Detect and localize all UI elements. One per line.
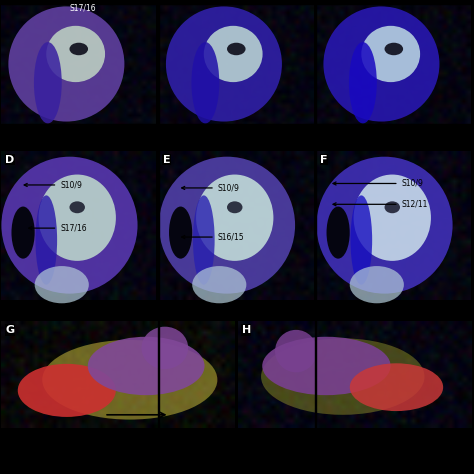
Bar <box>157 0 159 474</box>
Ellipse shape <box>46 26 105 82</box>
Text: S10/9: S10/9 <box>182 183 239 192</box>
Bar <box>159 1 314 4</box>
Ellipse shape <box>192 266 246 303</box>
Ellipse shape <box>204 26 263 82</box>
Text: M33-/- bmi1-/-: M33-/- bmi1-/- <box>356 137 433 147</box>
Text: M33+/- bmi1-/-: M33+/- bmi1-/- <box>197 137 277 147</box>
Bar <box>1 124 156 127</box>
Ellipse shape <box>317 157 453 293</box>
Ellipse shape <box>1 157 137 293</box>
Text: H: H <box>241 325 251 335</box>
Text: M33-/- bmi1-/-: M33-/- bmi1-/- <box>274 308 357 319</box>
Ellipse shape <box>191 42 219 123</box>
Ellipse shape <box>36 195 57 285</box>
Ellipse shape <box>361 26 420 82</box>
Bar <box>315 0 317 474</box>
Ellipse shape <box>275 330 317 373</box>
Ellipse shape <box>350 195 372 285</box>
Text: F: F <box>320 155 328 164</box>
Ellipse shape <box>34 42 62 123</box>
Ellipse shape <box>193 195 215 285</box>
Ellipse shape <box>166 7 282 121</box>
Ellipse shape <box>262 337 391 395</box>
Ellipse shape <box>227 43 246 55</box>
Ellipse shape <box>350 266 404 303</box>
Ellipse shape <box>9 7 124 121</box>
Text: M33-/- bmi1+/-: M33-/- bmi1+/- <box>39 137 120 147</box>
Ellipse shape <box>327 207 350 259</box>
Ellipse shape <box>35 266 89 303</box>
Text: G: G <box>5 325 14 335</box>
Bar <box>317 1 471 4</box>
Ellipse shape <box>384 201 400 213</box>
Ellipse shape <box>323 7 439 121</box>
Bar <box>317 124 471 127</box>
Text: WT: WT <box>70 308 89 319</box>
Ellipse shape <box>159 157 295 293</box>
Ellipse shape <box>350 363 443 411</box>
Bar <box>159 124 314 127</box>
Text: S12/11: S12/11 <box>333 200 428 209</box>
Text: S16/15: S16/15 <box>182 233 245 242</box>
Ellipse shape <box>70 43 88 55</box>
Ellipse shape <box>42 340 218 419</box>
Text: S17/16: S17/16 <box>69 4 96 13</box>
Ellipse shape <box>196 174 273 261</box>
Text: S17/16: S17/16 <box>29 224 87 233</box>
Ellipse shape <box>88 337 204 395</box>
Ellipse shape <box>349 42 377 123</box>
Ellipse shape <box>227 201 243 213</box>
Ellipse shape <box>169 207 192 259</box>
Ellipse shape <box>18 364 116 417</box>
Text: E: E <box>163 155 170 164</box>
Ellipse shape <box>70 201 85 213</box>
Text: S10/9: S10/9 <box>333 179 423 188</box>
Ellipse shape <box>11 207 35 259</box>
Ellipse shape <box>141 327 188 369</box>
Ellipse shape <box>354 174 431 261</box>
Text: S10/9: S10/9 <box>24 181 82 190</box>
Text: D: D <box>5 155 15 164</box>
Bar <box>1 1 156 4</box>
Ellipse shape <box>261 338 424 415</box>
Ellipse shape <box>38 174 116 261</box>
Ellipse shape <box>384 43 403 55</box>
